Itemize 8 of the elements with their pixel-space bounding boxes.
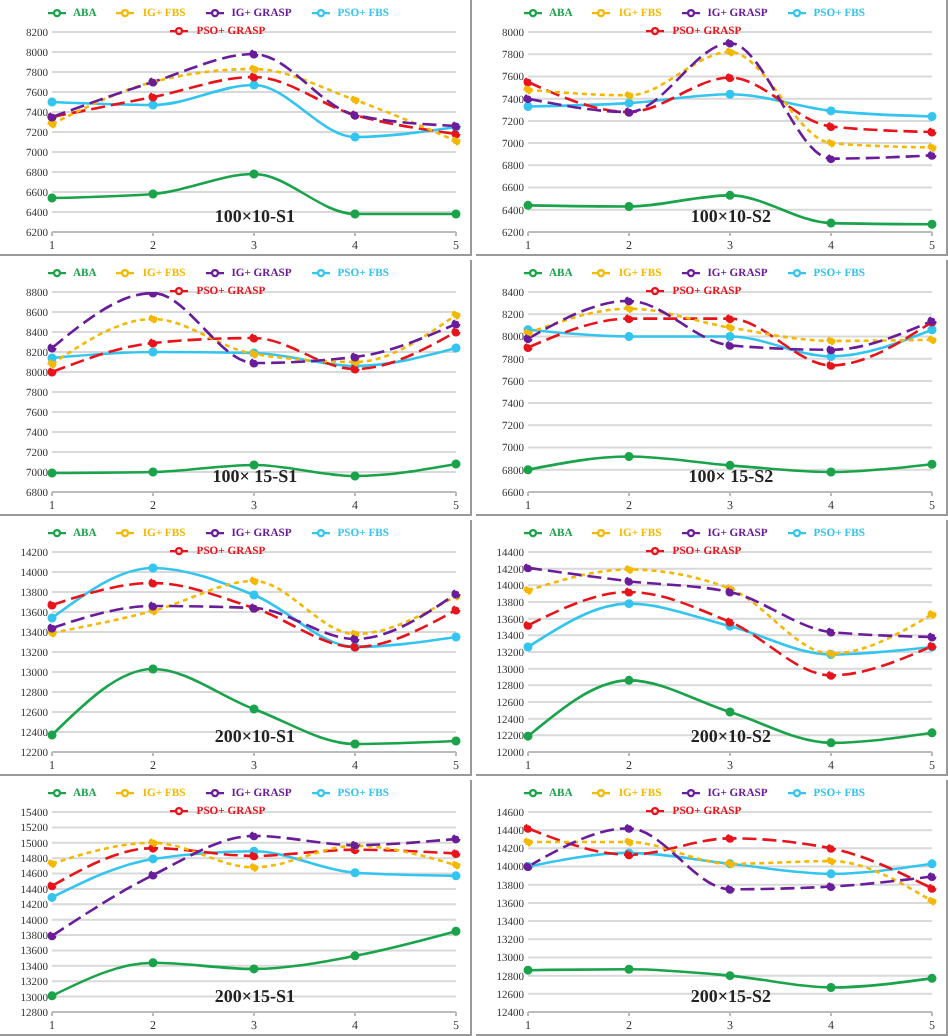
annotation: 200×15-S2 bbox=[688, 986, 774, 1006]
annotation: 200×10-S1 bbox=[212, 726, 298, 746]
annotation: 200×15-S1 bbox=[212, 986, 298, 1006]
annotation: 100×10-S1 bbox=[212, 206, 298, 226]
annotation: 200×10-S2 bbox=[688, 726, 774, 746]
annotation: 100×10-S2 bbox=[688, 206, 774, 226]
annotation: 100× 15-S2 bbox=[686, 466, 776, 486]
annotation: 100× 15-S1 bbox=[210, 466, 300, 486]
